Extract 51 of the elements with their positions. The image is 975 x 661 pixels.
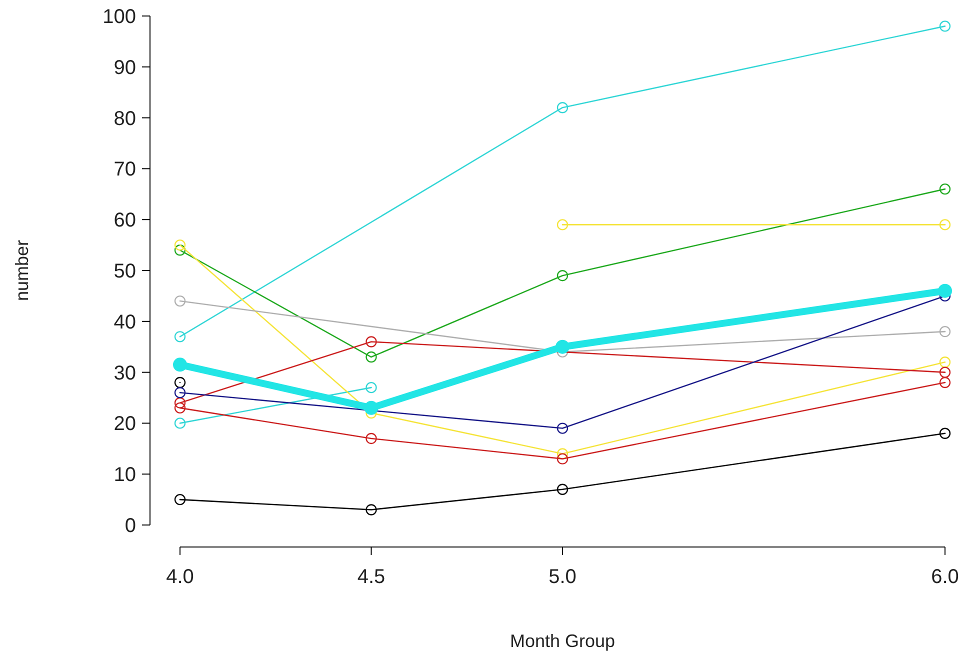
point (556, 102, 568, 114)
y-tick-label: 80 (114, 108, 136, 130)
point (366, 351, 377, 363)
point (939, 183, 951, 195)
y-tick-label: 40 (114, 311, 136, 334)
point (174, 239, 186, 251)
point (556, 484, 568, 495)
point (174, 494, 186, 506)
y-axis-title: number (12, 240, 32, 302)
point (366, 336, 377, 348)
x-tick-label: 4.0 (166, 566, 194, 588)
point (364, 400, 378, 415)
point (366, 504, 377, 516)
point (939, 219, 951, 230)
x-axis-title: Month Group (510, 631, 616, 651)
x-tick-label: 5.0 (548, 566, 576, 588)
point (556, 219, 568, 230)
y-tick-label: 0 (124, 515, 136, 537)
y-tick-label: 20 (114, 413, 136, 436)
point (366, 432, 377, 444)
point (174, 387, 186, 398)
point (174, 331, 186, 342)
point (174, 418, 186, 429)
point (556, 340, 570, 354)
point (556, 453, 568, 464)
point (556, 270, 568, 282)
y-tick-label: 70 (114, 158, 136, 181)
point (366, 382, 377, 394)
point (939, 326, 951, 338)
point (174, 295, 186, 307)
point (939, 356, 951, 368)
point (938, 284, 952, 298)
y-tick-label: 10 (114, 464, 136, 486)
point (939, 428, 951, 439)
y-tick-label: 50 (114, 260, 136, 282)
y-tick-label: 100 (102, 6, 136, 28)
point (174, 376, 186, 388)
point (939, 366, 951, 378)
x-tick-label: 6.0 (931, 566, 959, 588)
point (939, 20, 951, 32)
x-tick-label: 4.5 (357, 566, 386, 588)
point (556, 422, 568, 434)
y-tick-label: 60 (114, 210, 136, 232)
point (174, 402, 186, 414)
point (556, 448, 568, 460)
y-tick-label: 30 (114, 362, 136, 384)
point (173, 358, 187, 372)
point (174, 244, 186, 256)
point (174, 397, 186, 408)
y-tick-label: 90 (114, 56, 136, 79)
point (939, 376, 951, 388)
